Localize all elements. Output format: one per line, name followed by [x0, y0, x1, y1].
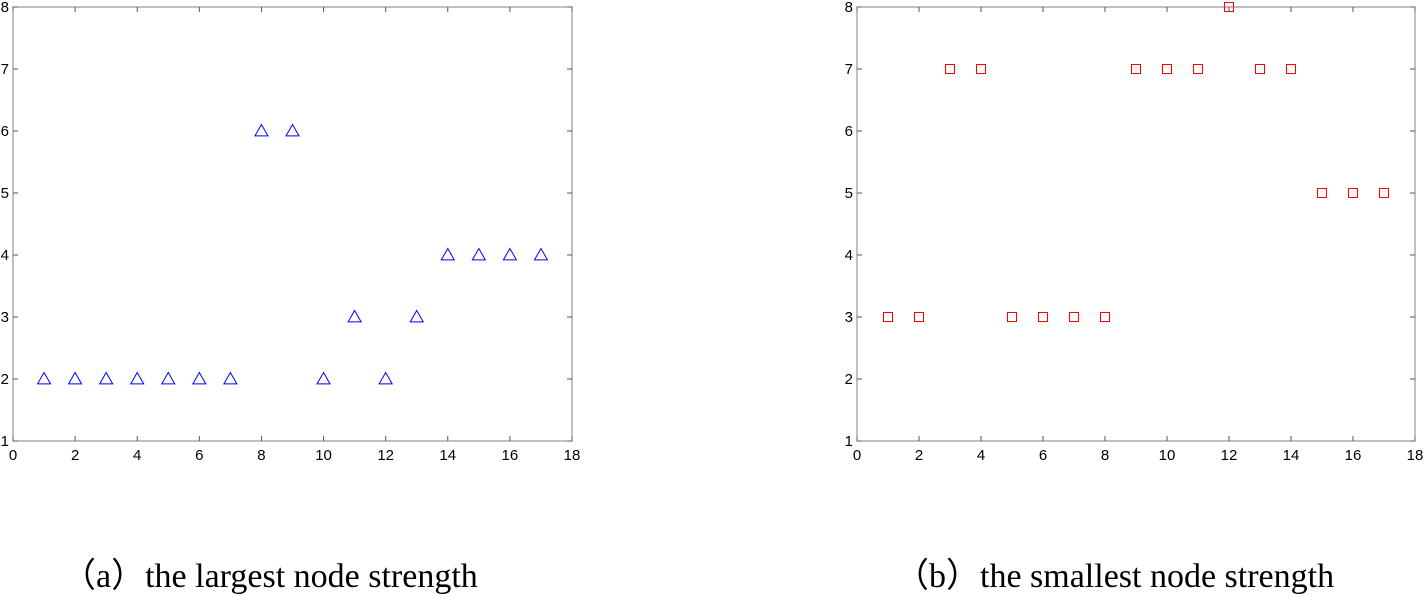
caption-a: （a）the largest node strength	[62, 558, 478, 595]
plot-frame-b	[856, 6, 1416, 442]
y-tick-label: 6	[1, 123, 9, 140]
x-tick-label: 12	[1221, 447, 1238, 464]
y-tick-label: 1	[1, 433, 9, 450]
x-tick-label: 2	[915, 447, 923, 464]
data-point-square	[1348, 188, 1358, 198]
y-tick-label: 3	[1, 309, 9, 326]
data-point-triangle	[378, 371, 394, 385]
data-point-square	[1224, 2, 1234, 12]
data-point-triangle	[471, 247, 487, 261]
data-point-triangle	[191, 371, 207, 385]
x-tick-label: 2	[71, 447, 79, 464]
data-point-square	[1162, 64, 1172, 74]
x-tick-label: 14	[1283, 447, 1300, 464]
x-tick-label: 4	[977, 447, 985, 464]
y-tick-label: 4	[845, 247, 853, 264]
data-point-square	[883, 312, 893, 322]
x-tick-label: 16	[1345, 447, 1362, 464]
x-tick-label: 4	[133, 447, 141, 464]
x-tick-label: 14	[439, 447, 456, 464]
x-tick-label: 10	[315, 447, 332, 464]
y-tick-label: 5	[1, 185, 9, 202]
data-point-square	[976, 64, 986, 74]
x-tick-label: 6	[195, 447, 203, 464]
x-tick-label: 12	[377, 447, 394, 464]
data-point-square	[1069, 312, 1079, 322]
data-point-triangle	[36, 371, 52, 385]
data-point-triangle	[285, 123, 300, 137]
x-tick-label: 0	[9, 447, 17, 464]
y-tick-label: 1	[845, 433, 853, 450]
data-point-triangle	[316, 371, 331, 385]
data-point-square	[1255, 64, 1265, 74]
x-tick-label: 6	[1039, 447, 1047, 464]
plot-frame-a	[12, 6, 573, 442]
data-point-triangle	[129, 371, 145, 385]
data-point-square	[1100, 312, 1110, 322]
x-tick-label: 18	[1407, 447, 1424, 464]
data-point-square	[914, 312, 924, 322]
y-tick-label: 7	[845, 61, 853, 78]
data-point-triangle	[67, 371, 83, 385]
data-point-triangle	[223, 371, 238, 385]
data-point-triangle	[160, 371, 176, 385]
y-tick-label: 8	[1, 0, 9, 16]
y-tick-label: 2	[1, 371, 9, 388]
data-point-square	[1317, 188, 1327, 198]
caption-b: （b）the smallest node strength	[895, 558, 1335, 595]
data-point-square	[1286, 64, 1296, 74]
data-point-square	[1379, 188, 1389, 198]
y-tick-label: 3	[845, 309, 853, 326]
data-point-square	[1007, 312, 1017, 322]
data-point-square	[945, 64, 955, 74]
y-tick-label: 6	[845, 123, 853, 140]
y-tick-label: 5	[845, 185, 853, 202]
data-point-triangle	[98, 371, 114, 385]
data-point-triangle	[533, 247, 549, 261]
data-point-square	[1038, 312, 1048, 322]
data-point-triangle	[440, 247, 456, 261]
x-tick-label: 16	[502, 447, 519, 464]
x-tick-label: 10	[1159, 447, 1176, 464]
y-tick-label: 8	[845, 0, 853, 16]
data-point-triangle	[409, 309, 425, 323]
x-tick-label: 8	[1101, 447, 1109, 464]
x-tick-label: 18	[564, 447, 581, 464]
y-tick-label: 2	[845, 371, 853, 388]
y-tick-label: 4	[1, 247, 9, 264]
x-tick-label: 0	[853, 447, 861, 464]
data-point-square	[1193, 64, 1203, 74]
data-point-triangle	[347, 309, 362, 323]
data-point-square	[1131, 64, 1141, 74]
data-point-triangle	[254, 123, 269, 137]
data-point-triangle	[502, 247, 518, 261]
x-tick-label: 8	[257, 447, 265, 464]
y-tick-label: 7	[1, 61, 9, 78]
